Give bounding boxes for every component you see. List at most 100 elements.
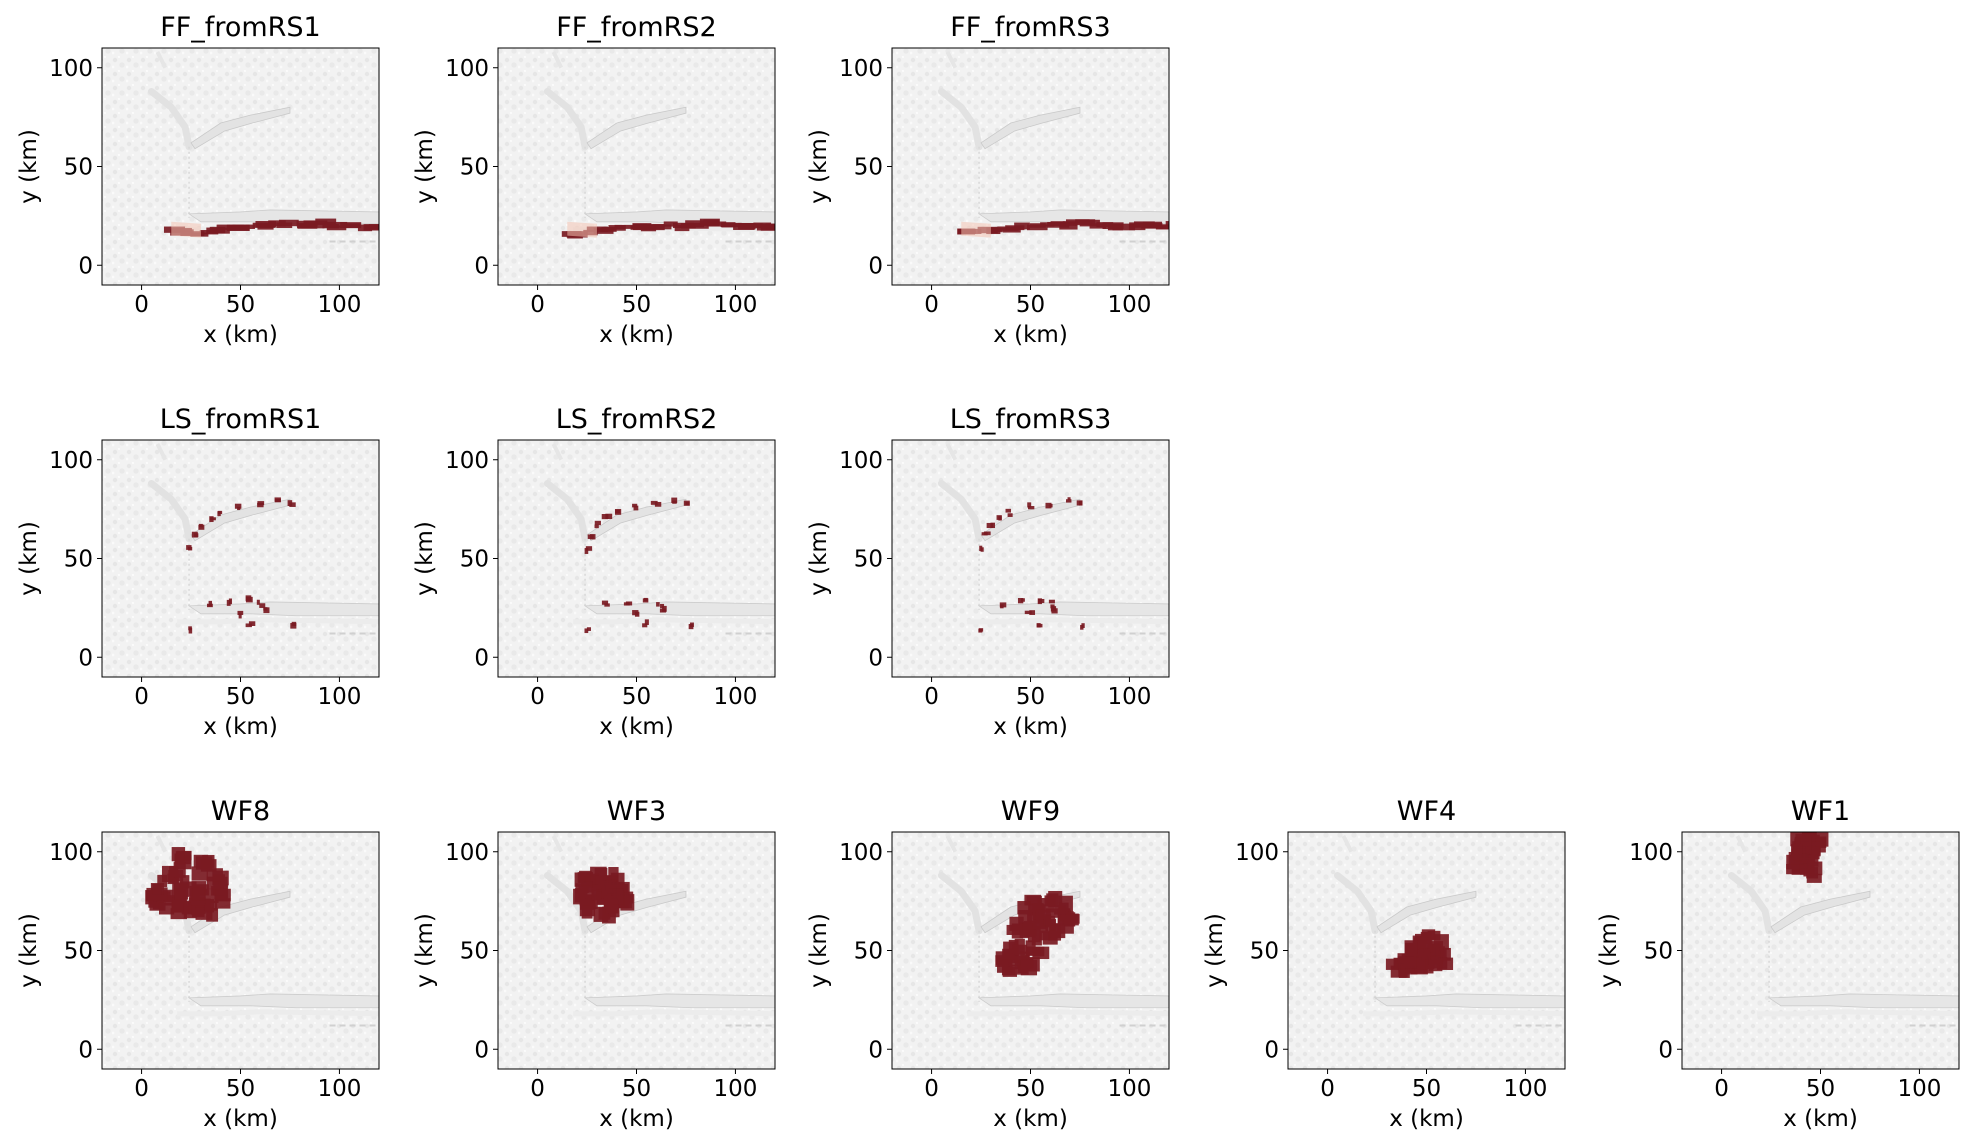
- hazard-cell: [1063, 914, 1080, 924]
- hazard-cell: [605, 513, 613, 519]
- hazard-cell: [200, 859, 217, 872]
- hillshade-background: [892, 440, 1169, 677]
- river-channel: [573, 617, 775, 625]
- map-area: [1288, 832, 1565, 1069]
- reservoir: [586, 106, 687, 150]
- hazard-cell: [1806, 867, 1819, 879]
- hazard-cell: [593, 906, 609, 922]
- hazard-cell: [1027, 224, 1048, 231]
- hazard-cell: [685, 220, 705, 228]
- hazard-cell: [245, 596, 253, 603]
- hazard-cell: [1808, 834, 1820, 846]
- river-corridor: [187, 993, 379, 1009]
- hazard-cell: [1045, 908, 1061, 918]
- hazard-cell: [685, 502, 690, 506]
- river-corridor: [583, 993, 775, 1009]
- panel-title: LS_fromRS1: [160, 404, 322, 435]
- x-axis-label: x (km): [203, 322, 278, 348]
- hazard-fringe: [567, 221, 597, 238]
- hazard-cell: [1067, 497, 1071, 501]
- x-axis-label: x (km): [599, 1106, 674, 1132]
- hazard-cell: [585, 546, 593, 551]
- x-tick-label: 0: [530, 684, 545, 710]
- hazard-cell: [721, 222, 736, 228]
- y-tick-label: 100: [445, 448, 489, 474]
- hazard-cell: [1806, 873, 1822, 883]
- y-tick-label: 100: [1629, 840, 1673, 866]
- hazard-cell: [589, 534, 596, 540]
- river-corridor: [1767, 993, 1959, 1009]
- hazard-cell: [598, 880, 613, 893]
- x-tick-label: 0: [134, 684, 149, 710]
- y-axis-label: y (km): [806, 913, 832, 988]
- river-channel: [1341, 835, 1354, 853]
- river-channel: [543, 87, 589, 151]
- hazard-cell: [1020, 598, 1025, 602]
- hazard-cell: [1050, 221, 1066, 226]
- hazard-cell: [760, 223, 775, 231]
- hazard-cell: [252, 222, 276, 228]
- hazard-cell: [324, 221, 348, 228]
- x-axis-label: x (km): [993, 714, 1068, 740]
- hazard-cell: [1142, 221, 1163, 229]
- hazard-cell: [1065, 499, 1072, 503]
- hazard-cell: [263, 607, 270, 614]
- y-axis-label: y (km): [806, 129, 832, 204]
- panel-title: WF1: [1791, 796, 1850, 827]
- hazard-cell: [1397, 956, 1414, 969]
- x-tick-label: 0: [1320, 1076, 1335, 1102]
- hazard-cell: [1414, 957, 1426, 974]
- x-axis-label: x (km): [1783, 1106, 1858, 1132]
- hazard-cell: [170, 908, 187, 920]
- hazard-cell: [986, 522, 994, 529]
- y-tick-label: 50: [460, 547, 489, 573]
- hazard-cell: [1048, 599, 1055, 604]
- panel-title: FF_fromRS1: [160, 12, 320, 43]
- x-tick-label: 100: [1107, 1076, 1151, 1102]
- hazard-cell: [654, 501, 662, 507]
- river-channel: [945, 443, 958, 461]
- y-tick-label: 50: [460, 155, 489, 181]
- panel-title: LS_fromRS2: [556, 404, 718, 435]
- river-channel: [1735, 835, 1748, 853]
- hazard-cell: [623, 602, 630, 606]
- hazard-cell: [274, 497, 281, 502]
- hazard-cell: [1049, 503, 1053, 508]
- hazard-cell: [188, 627, 193, 634]
- y-tick-label: 0: [474, 1037, 489, 1063]
- y-axis-label: y (km): [16, 521, 42, 596]
- map-panel: 0 50 100 0 50 100 WF4 x (km) y (km): [1202, 796, 1566, 1132]
- y-tick-label: 50: [1250, 939, 1279, 965]
- panel-title: WF4: [1397, 796, 1456, 827]
- hazard-cell: [1059, 222, 1078, 230]
- river-channel: [967, 617, 1169, 625]
- y-tick-label: 50: [64, 547, 93, 573]
- hazard-cell: [595, 875, 611, 886]
- y-tick-label: 50: [64, 155, 93, 181]
- reservoir: [190, 890, 291, 934]
- hazard-cell: [216, 224, 236, 230]
- map-panel: 0 50 100 0 50 100 WF3 x (km) y (km): [412, 796, 776, 1132]
- hazard-cell: [979, 545, 983, 552]
- hazard-cell: [615, 509, 621, 514]
- hazard-cell: [172, 895, 187, 913]
- hazard-cell: [194, 533, 199, 538]
- x-tick-label: 100: [713, 292, 757, 318]
- river-channel: [155, 835, 168, 853]
- hazard-cell: [1036, 623, 1043, 628]
- hazard-cell: [663, 221, 678, 227]
- x-tick-label: 0: [1714, 1076, 1729, 1102]
- x-axis-label: x (km): [599, 322, 674, 348]
- y-tick-label: 0: [474, 253, 489, 279]
- reservoir: [1376, 890, 1477, 934]
- hazard-cell: [256, 599, 260, 605]
- hazard-cell: [594, 520, 601, 526]
- river-channel: [1757, 1009, 1959, 1017]
- river-corridor: [583, 209, 775, 225]
- hazard-cell: [1006, 924, 1024, 935]
- hazard-cell: [581, 902, 593, 919]
- x-axis-label: x (km): [203, 1106, 278, 1132]
- map-area: [102, 440, 379, 677]
- hazard-fringe: [961, 221, 991, 238]
